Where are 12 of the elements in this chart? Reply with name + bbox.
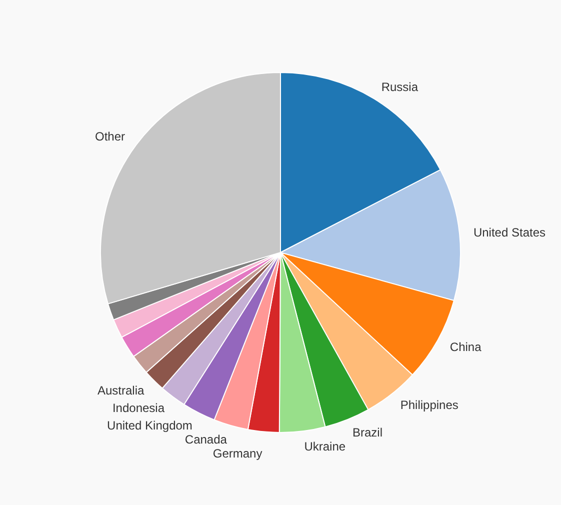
slice-label: Philippines	[400, 398, 458, 412]
slice-label: Australia	[98, 384, 145, 398]
slice-label: Brazil	[352, 426, 382, 440]
slice-label: Other	[94, 130, 125, 144]
slice-label: Indonesia	[112, 401, 165, 416]
slice-label: United Kingdom	[107, 418, 192, 432]
slice-label: Canada	[184, 432, 228, 446]
slice-label: Russia	[381, 80, 418, 94]
slice-label: China	[450, 340, 482, 354]
slice-label: Ukraine	[304, 440, 346, 454]
slice-label: United States	[473, 225, 546, 240]
slice-label: Germany	[212, 446, 262, 460]
